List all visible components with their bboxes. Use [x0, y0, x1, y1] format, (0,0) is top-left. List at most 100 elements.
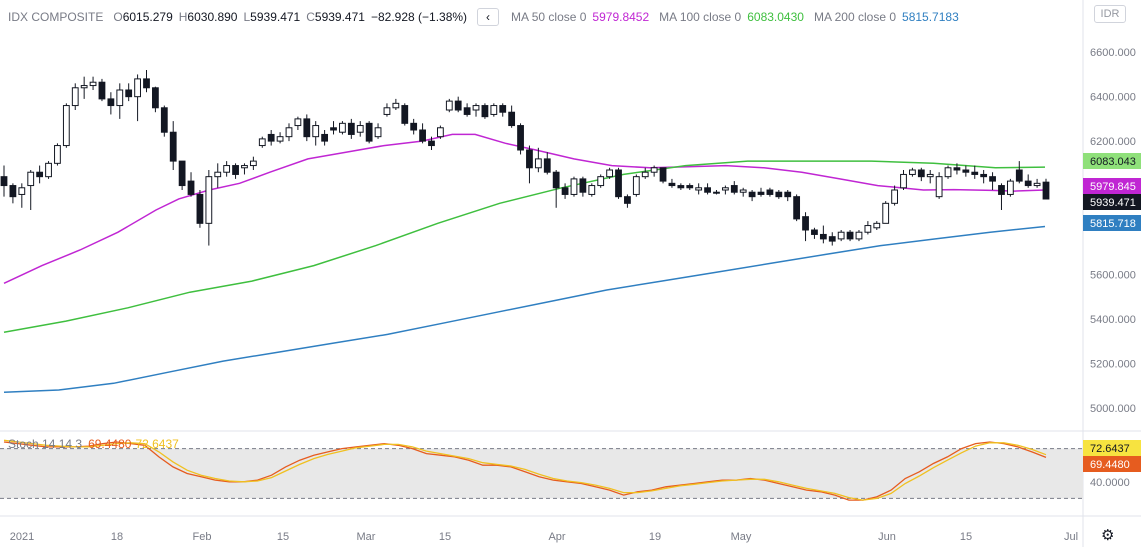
- candle-up: [339, 122, 346, 133]
- candle-up: [837, 231, 845, 240]
- candle-up: [597, 176, 605, 187]
- candle-down: [757, 191, 765, 195]
- candle-down: [998, 185, 1005, 195]
- candle-down: [615, 169, 622, 198]
- candle-up: [116, 89, 124, 107]
- ma100-label[interactable]: MA 100 close 0: [659, 10, 742, 24]
- candle-down: [410, 122, 418, 131]
- ma-line-1: [3, 160, 1046, 333]
- close-value: 5939.471: [314, 10, 365, 24]
- candle-down: [330, 127, 337, 131]
- candle-up: [374, 127, 382, 138]
- time-tick-label: 18: [111, 531, 123, 543]
- candle-up: [472, 105, 480, 111]
- candle-down: [579, 178, 587, 193]
- time-tick-label: 19: [649, 531, 661, 543]
- price-tick-label: 6400.000: [1090, 92, 1136, 104]
- candle-down: [819, 233, 827, 240]
- ma50-price-label: 5979.845: [1090, 181, 1136, 193]
- candle-down: [508, 111, 516, 127]
- time-tick-label: 2021: [10, 531, 34, 543]
- candle-up: [873, 222, 881, 229]
- candle-down: [303, 118, 311, 138]
- candle-down: [828, 236, 836, 242]
- time-tick-label: Mar: [357, 531, 376, 543]
- chevron-left-icon: ‹: [486, 10, 491, 24]
- candle-down: [802, 216, 809, 231]
- candle-down: [267, 133, 275, 142]
- candle-down: [668, 182, 676, 187]
- stoch-d-price-label: 72.6437: [1090, 443, 1130, 455]
- ma200-label[interactable]: MA 200 close 0: [813, 10, 897, 24]
- last-price-label-bg: [1083, 194, 1141, 210]
- price-tick-label: 6200.000: [1090, 136, 1136, 148]
- price-tick-label: 5400.000: [1090, 314, 1136, 326]
- ma200-price-label-bg: [1083, 215, 1141, 231]
- candle-down: [517, 125, 524, 151]
- candle-up: [739, 189, 747, 193]
- candle-down: [178, 160, 186, 187]
- candle-up: [1006, 180, 1014, 195]
- candle-down: [846, 231, 854, 240]
- candle-down: [428, 140, 435, 147]
- stoch-k-value: 69.4480: [88, 437, 132, 451]
- symbol-name[interactable]: IDX COMPOSITE: [8, 10, 104, 24]
- candle-up: [258, 138, 266, 147]
- candle-down: [962, 169, 970, 173]
- stoch-label[interactable]: Stoch 14 14 3: [8, 437, 83, 451]
- candle-up: [588, 185, 596, 195]
- ma-line-2: [3, 225, 1046, 393]
- ma50-value: 5979.8452: [592, 10, 650, 24]
- candle-up: [713, 191, 720, 194]
- candle-up: [606, 169, 614, 178]
- candle-up: [436, 127, 444, 138]
- candle-down: [187, 180, 195, 195]
- stoch-d-value: 72.6437: [135, 437, 179, 451]
- gear-icon[interactable]: ⚙: [1101, 527, 1115, 544]
- price-tick-label: 5200.000: [1090, 358, 1136, 370]
- stoch-band: [0, 448, 1083, 499]
- candle-down: [107, 98, 115, 107]
- time-tick-label: May: [731, 531, 752, 543]
- candle-down: [454, 100, 462, 111]
- candle-down: [989, 176, 996, 182]
- candle-up: [641, 171, 649, 178]
- time-tick-label: 15: [439, 531, 451, 543]
- candle-down: [784, 191, 792, 198]
- candle-up: [392, 102, 400, 109]
- candle-up: [62, 105, 70, 147]
- candle-down: [401, 105, 409, 124]
- high-key: H: [178, 10, 188, 24]
- candle-down: [704, 187, 711, 193]
- candle-down: [1024, 180, 1032, 187]
- stoch-tick-label: 40.0000: [1090, 477, 1130, 489]
- currency-button[interactable]: IDR: [1094, 5, 1126, 23]
- candle-up: [27, 171, 35, 187]
- ma50-label[interactable]: MA 50 close 0: [511, 10, 587, 24]
- time-tick-label: Jul: [1064, 531, 1078, 543]
- time-tick-label: 15: [960, 531, 972, 543]
- ma200-price-label: 5815.718: [1090, 218, 1136, 230]
- candle-down: [9, 185, 17, 198]
- candle-down: [677, 185, 685, 189]
- candle-down: [365, 122, 373, 142]
- candle-up: [650, 167, 658, 173]
- candle-up: [855, 231, 863, 240]
- candle-down: [0, 176, 8, 187]
- candle-up: [445, 100, 453, 111]
- time-tick-label: 15: [277, 531, 289, 543]
- candle-up: [882, 202, 890, 224]
- candle-down: [686, 185, 694, 189]
- candle-down: [526, 149, 533, 169]
- collapse-legend-button[interactable]: ‹: [477, 8, 500, 26]
- candle-down: [730, 185, 738, 193]
- ma100-value: 6083.0430: [747, 10, 804, 24]
- candle-up: [89, 81, 97, 87]
- ma100-price-label-bg: [1083, 153, 1141, 169]
- candle-down: [196, 193, 204, 224]
- candle-up: [534, 158, 542, 169]
- candle-down: [748, 191, 756, 198]
- close-key: C: [306, 10, 315, 24]
